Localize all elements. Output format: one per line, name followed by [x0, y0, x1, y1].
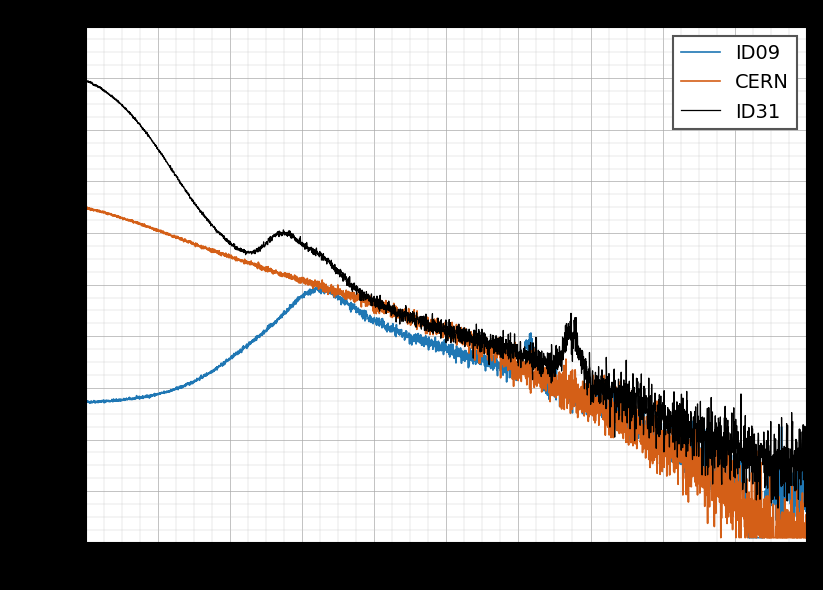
- ID09: [802, 490, 811, 497]
- ID31: [81, 78, 91, 85]
- ID31: [358, 289, 368, 296]
- CERN: [358, 293, 368, 300]
- ID09: [744, 534, 754, 541]
- Line: CERN: CERN: [86, 207, 807, 537]
- ID09: [207, 369, 216, 376]
- ID09: [389, 327, 399, 334]
- ID09: [164, 388, 174, 395]
- Line: ID09: ID09: [86, 287, 807, 537]
- CERN: [710, 468, 720, 475]
- ID31: [788, 463, 797, 470]
- Legend: ID09, CERN, ID31: ID09, CERN, ID31: [673, 36, 797, 129]
- CERN: [716, 534, 726, 541]
- ID09: [358, 315, 368, 322]
- ID09: [314, 283, 323, 290]
- ID31: [164, 162, 174, 169]
- CERN: [788, 534, 797, 541]
- CERN: [389, 313, 399, 320]
- ID31: [82, 77, 92, 84]
- ID31: [389, 303, 399, 310]
- ID09: [81, 398, 91, 405]
- CERN: [164, 230, 174, 237]
- CERN: [802, 534, 811, 541]
- ID09: [710, 456, 720, 463]
- ID09: [788, 476, 797, 483]
- ID31: [207, 221, 216, 228]
- Line: ID31: ID31: [86, 81, 807, 508]
- CERN: [82, 204, 92, 211]
- ID31: [773, 504, 783, 512]
- CERN: [207, 249, 216, 256]
- ID31: [710, 427, 720, 434]
- ID31: [802, 441, 811, 448]
- CERN: [81, 205, 91, 212]
